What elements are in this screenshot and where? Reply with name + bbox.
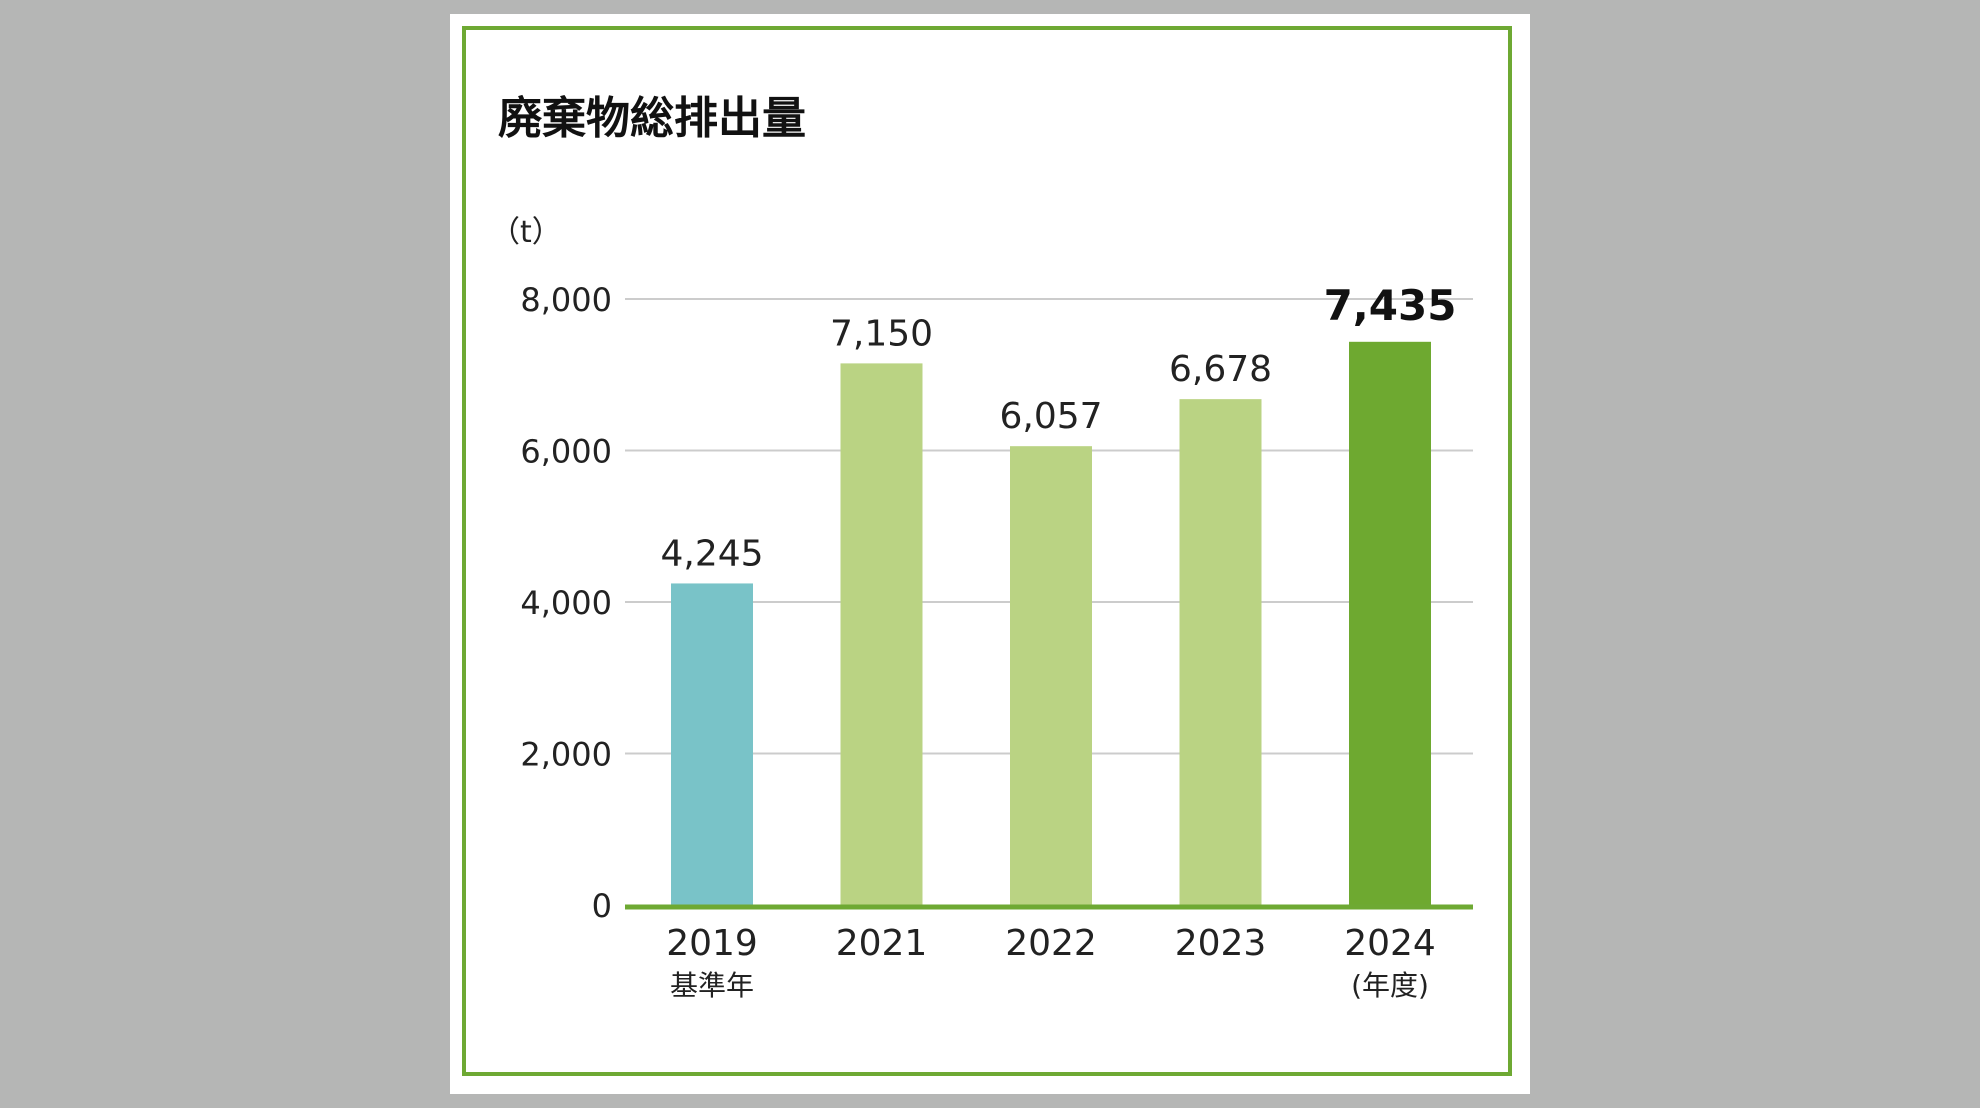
y-tick-label: 8,000: [520, 281, 612, 319]
x-tick-label-2024: 2024: [1344, 923, 1436, 964]
x-tick-sublabel-2019: 基準年: [670, 969, 754, 1002]
chart-card: 廃棄物総排出量 （t） 0 2,000 4,000 6,000 8,000 4,245 7…: [450, 14, 1530, 1094]
bar-2022: [1010, 446, 1092, 905]
y-axis-ticks: 0 2,000 4,000 6,000 8,000: [520, 281, 612, 925]
x-tick-label-2019: 2019: [666, 923, 758, 964]
chart-frame: [462, 26, 1512, 1076]
y-tick-label: 6,000: [520, 433, 612, 471]
bar-2023: [1179, 399, 1262, 905]
y-tick-label: 4,000: [520, 584, 612, 622]
value-label-2019: 4,245: [660, 533, 763, 574]
value-label-2023: 6,678: [1169, 349, 1272, 390]
value-label-2022: 6,057: [999, 396, 1102, 437]
y-axis-unit: （t）: [490, 215, 562, 250]
y-tick-label: 2,000: [520, 736, 612, 774]
x-tick-label-2023: 2023: [1175, 923, 1267, 964]
chart-title: 廃棄物総排出量: [498, 93, 806, 144]
bar-2021: [840, 363, 923, 905]
value-label-2021: 7,150: [830, 313, 933, 354]
x-tick-label-2022: 2022: [1005, 923, 1097, 964]
bar-2024: [1349, 341, 1431, 906]
bar-2019: [671, 583, 753, 905]
value-label-2024: 7,435: [1324, 281, 1457, 330]
y-tick-label: 0: [592, 887, 612, 925]
x-tick-sublabel-2024: (年度): [1351, 969, 1429, 1002]
x-tick-label-2021: 2021: [836, 923, 928, 964]
bars: [671, 341, 1431, 906]
bar-chart: （t） 0 2,000 4,000 6,000 8,000 4,245 7,150 6,05…: [490, 215, 1473, 1002]
x-axis-ticks: 2019 基準年 2021 2022 2023 2024 (年度): [666, 923, 1436, 1002]
value-labels: 4,245 7,150 6,057 6,678 7,435: [660, 281, 1456, 575]
